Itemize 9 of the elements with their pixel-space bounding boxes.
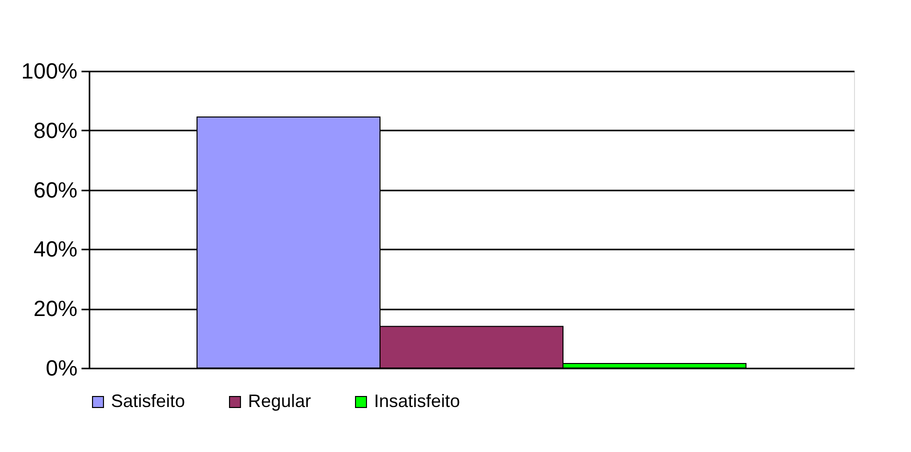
y-tick-label: 100% bbox=[21, 58, 78, 84]
y-tick-label: 60% bbox=[33, 177, 78, 202]
legend-label: Regular bbox=[248, 391, 312, 411]
y-tick-label: 0% bbox=[46, 356, 78, 380]
y-tick-label: 20% bbox=[33, 296, 78, 322]
legend-label: Insatisfeito bbox=[374, 391, 460, 411]
y-tick-label: 80% bbox=[33, 118, 78, 143]
y-tick-label: 40% bbox=[33, 236, 78, 262]
legend-label: Satisfeito bbox=[111, 391, 186, 411]
